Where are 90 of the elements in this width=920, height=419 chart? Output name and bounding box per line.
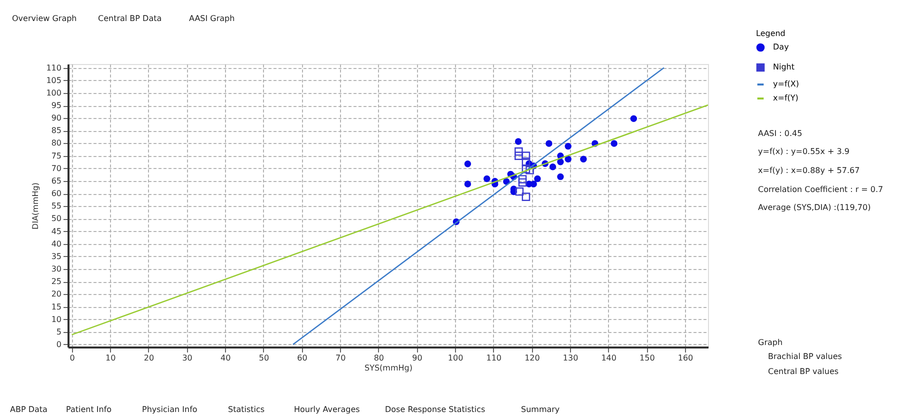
text: Summary: [521, 405, 560, 414]
x-tick-label: 140: [601, 354, 616, 362]
x-tick-label: 10: [106, 354, 116, 362]
y-tick-label: 95: [51, 101, 62, 110]
y-tick-label: 15: [51, 302, 62, 312]
y-tick-label: 25: [51, 277, 62, 286]
text: Overview Graph: [12, 14, 77, 23]
x-tick-label: 60: [297, 354, 308, 362]
x-tick-label: 120: [524, 354, 540, 362]
point: [630, 115, 638, 122]
text: AASI Graph: [189, 14, 235, 23]
legend-label: Night: [773, 62, 794, 72]
point: [515, 187, 524, 196]
legend-label: y=f(X): [773, 80, 799, 88]
y-tick-label: 85: [51, 126, 62, 136]
x-tick-label: 90: [412, 354, 422, 362]
x-tick-label: 40: [220, 354, 231, 362]
text: Statistics: [228, 405, 265, 414]
point: [610, 140, 618, 147]
point: [522, 152, 530, 160]
text: Brachial BP values: [768, 352, 842, 361]
text: Central BP Data: [98, 14, 162, 23]
point: [534, 175, 541, 182]
point: [518, 178, 527, 187]
text: ABP Data: [10, 405, 48, 414]
point: [530, 180, 537, 188]
point: [549, 164, 556, 170]
y-tick-label: 65: [51, 176, 62, 186]
y-tick-label: 20: [51, 290, 62, 299]
y-tick-label: 70: [51, 164, 62, 173]
y-tick-label: 10: [51, 314, 62, 324]
point: [557, 158, 564, 166]
point: [564, 156, 572, 162]
text: Dose Response Statistics: [385, 405, 486, 414]
text: Central BP values: [768, 367, 839, 376]
text: Correlation Coefficient : r = 0.7: [758, 185, 884, 194]
point: [514, 138, 522, 145]
y-tick-label: 0: [56, 340, 62, 349]
x-axis-title: SYS(mmHg): [364, 364, 412, 372]
point: [464, 180, 472, 188]
y-tick-label: 35: [51, 252, 62, 261]
y-tick-label: 80: [51, 138, 62, 148]
x-tick-label: 30: [182, 354, 192, 362]
text: Graph: [758, 338, 783, 347]
y-tick-label: 75: [51, 151, 62, 160]
x-tick-label: 100: [448, 354, 464, 362]
x-tick-label: 160: [678, 354, 694, 362]
y-tick-label: 40: [51, 239, 62, 248]
y-axis-title: DIA(mmHg): [31, 182, 40, 230]
legend-label: Day: [773, 42, 790, 52]
x-tick-label: 130: [562, 354, 578, 362]
text: Average (SYS,DIA) :(119,70): [758, 203, 871, 212]
x-tick-label: 70: [336, 354, 346, 362]
y-tick-label: 30: [51, 264, 62, 274]
x-tick-label: 50: [258, 354, 270, 362]
point: [464, 160, 472, 168]
text: y=f(x) : y=0.55x + 3.9: [758, 147, 850, 156]
point: [564, 142, 572, 150]
y-tick-label: 90: [51, 114, 62, 123]
y-tick-label: 55: [51, 202, 62, 211]
x-tick-label: 110: [486, 354, 502, 362]
point: [522, 165, 530, 174]
y-tick-label: 45: [51, 226, 62, 236]
text: Hourly Averages: [294, 405, 360, 414]
text: x=f(y) : x=0.88y + 57.67: [758, 166, 860, 175]
x-tick-label: 80: [374, 354, 384, 362]
point: [518, 175, 527, 184]
x-tick-label: 20: [144, 354, 154, 362]
legend-label: x=f(Y): [773, 94, 798, 102]
point: [514, 152, 523, 160]
text: Physician Info: [142, 405, 198, 414]
y-tick-label: 50: [51, 214, 62, 224]
point: [522, 192, 530, 201]
point: [546, 140, 552, 147]
point: [526, 166, 534, 174]
y-tick-label: 110: [46, 63, 62, 72]
y-tick-label: 5: [56, 327, 62, 336]
point: [514, 147, 523, 156]
text: Patient Info: [66, 405, 112, 414]
point: [484, 175, 490, 182]
point: [557, 173, 564, 180]
text: AASI : 0.45: [758, 129, 802, 138]
x-tick-label: 0: [70, 354, 75, 362]
point: [580, 156, 587, 162]
x-tick-label: 150: [640, 354, 655, 362]
y-tick-label: 60: [51, 189, 62, 198]
y-tick-label: 105: [46, 76, 62, 85]
y-tick-label: 100: [46, 88, 62, 98]
point: [522, 157, 530, 166]
legend-title: Legend: [756, 29, 786, 38]
